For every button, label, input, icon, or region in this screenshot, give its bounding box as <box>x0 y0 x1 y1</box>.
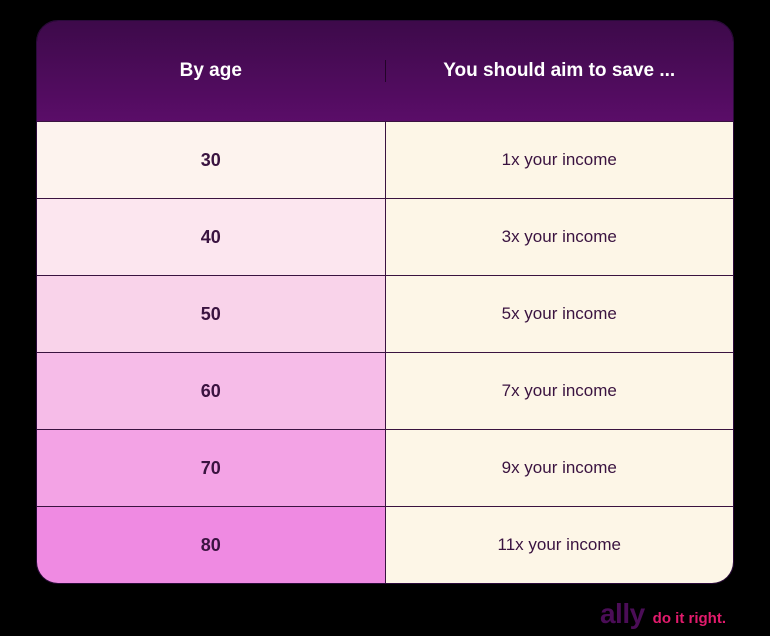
cell-age: 50 <box>37 275 386 352</box>
cell-age: 40 <box>37 198 386 275</box>
brand: ally do it right. <box>600 598 726 630</box>
cell-save: 9x your income <box>386 429 734 506</box>
table-header-row: By age You should aim to save ... <box>37 21 733 121</box>
cell-save: 5x your income <box>386 275 734 352</box>
cell-save: 7x your income <box>386 352 734 429</box>
brand-tagline: do it right. <box>653 610 726 627</box>
cell-age: 60 <box>37 352 386 429</box>
table-row: 709x your income <box>37 429 733 506</box>
savings-table: By age You should aim to save ... 301x y… <box>36 20 734 584</box>
cell-age: 80 <box>37 506 386 583</box>
cell-age: 30 <box>37 121 386 198</box>
table-row: 607x your income <box>37 352 733 429</box>
cell-save: 1x your income <box>386 121 734 198</box>
cell-age: 70 <box>37 429 386 506</box>
table-row: 8011x your income <box>37 506 733 583</box>
cell-save: 3x your income <box>386 198 734 275</box>
cell-save: 11x your income <box>386 506 734 583</box>
table-row: 505x your income <box>37 275 733 352</box>
table-row: 301x your income <box>37 121 733 198</box>
table-row: 403x your income <box>37 198 733 275</box>
header-age: By age <box>37 60 386 82</box>
header-save: You should aim to save ... <box>386 60 734 82</box>
brand-name: ally <box>600 598 645 630</box>
